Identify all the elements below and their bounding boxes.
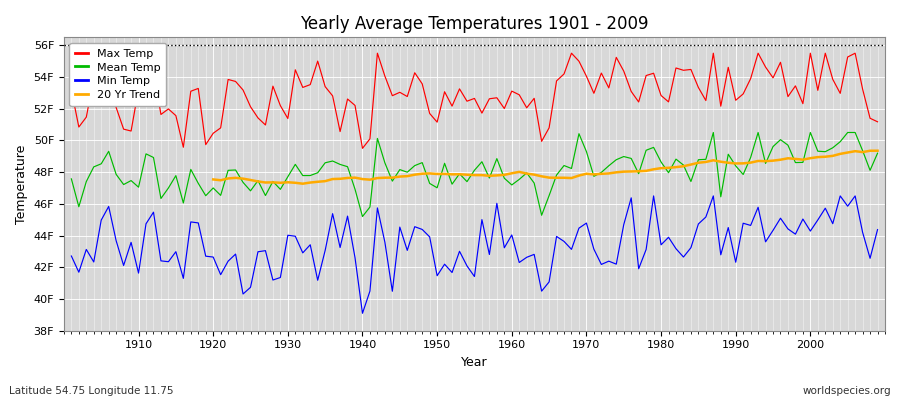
Title: Yearly Average Temperatures 1901 - 2009: Yearly Average Temperatures 1901 - 2009 xyxy=(301,15,649,33)
Text: worldspecies.org: worldspecies.org xyxy=(803,386,891,396)
Y-axis label: Temperature: Temperature xyxy=(15,144,28,224)
Legend: Max Temp, Mean Temp, Min Temp, 20 Yr Trend: Max Temp, Mean Temp, Min Temp, 20 Yr Tre… xyxy=(69,43,166,106)
Text: Latitude 54.75 Longitude 11.75: Latitude 54.75 Longitude 11.75 xyxy=(9,386,174,396)
X-axis label: Year: Year xyxy=(461,356,488,369)
